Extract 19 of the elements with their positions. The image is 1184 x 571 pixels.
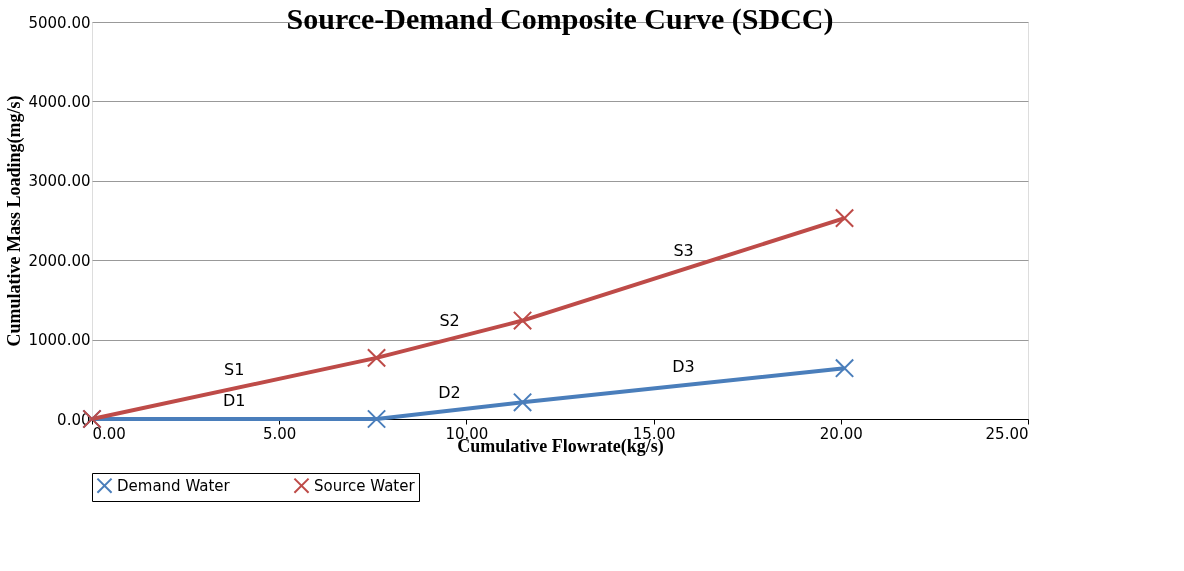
y-tick-label: 1000.00 [28, 331, 91, 350]
legend-label: Demand Water [117, 476, 231, 495]
x-tick-label: 0.00 [92, 424, 126, 443]
y-tick-label: 4000.00 [28, 92, 91, 111]
legend-label: Source Water [314, 476, 416, 495]
annotation: S2 [439, 311, 460, 331]
annotation: S3 [673, 241, 694, 261]
y-tick-label: 2000.00 [28, 251, 91, 270]
y-tick-label: 3000.00 [28, 172, 91, 191]
annotation: D1 [223, 391, 246, 410]
chart-title: Source-Demand Composite Curve (SDCC) [286, 2, 834, 36]
annotation: D3 [672, 357, 695, 377]
y-axis-title: Cumulative Mass Loading(mg/s) [4, 95, 26, 347]
annotation: D2 [438, 382, 461, 402]
annotation: S1 [224, 360, 245, 380]
x-tick-label: 25.00 [985, 424, 1029, 443]
y-tick-label: 5000.00 [28, 13, 91, 32]
x-tick-label: 5.00 [263, 424, 297, 443]
x-tick-label: 20.00 [819, 424, 863, 443]
